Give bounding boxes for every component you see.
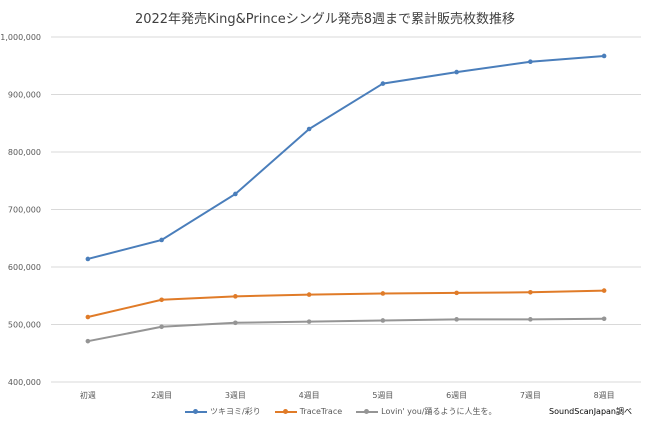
data-point [233,294,238,299]
data-point [454,69,459,75]
x-tick-label: 初週 [80,390,96,400]
data-point [159,237,164,243]
legend-item: ツキヨミ/彩り [185,406,261,417]
data-point [380,81,386,86]
x-tick-label: 3週目 [225,391,246,400]
y-tick-label: 1,000,000 [0,33,41,42]
data-point [601,288,607,293]
data-point [306,292,312,297]
series-line [87,317,605,343]
source-note: SoundScanJapan調べ [549,407,632,416]
data-point [159,297,164,303]
data-point [528,290,533,295]
legend-label: Lovin' you/踊るように人生を。 [381,407,497,416]
data-point [85,256,91,262]
data-point [233,320,238,326]
legend-item: TraceTrace [274,407,343,416]
x-tick-label: 7週目 [520,391,541,400]
legend-swatch [185,408,207,414]
legend-swatch [356,408,379,414]
y-tick-label: 500,000 [8,321,41,330]
x-tick-label: 8週目 [594,391,615,400]
data-point [306,126,312,132]
data-point [306,319,312,324]
y-tick-label: 700,000 [8,206,41,215]
x-tick-label: 4週目 [299,391,320,400]
data-point [454,317,459,322]
data-point [380,318,386,323]
legend-item: Lovin' you/踊るように人生を。 [356,406,497,417]
y-tick-label: 400,000 [8,378,41,387]
x-tick-label: 6週目 [446,391,467,400]
data-point [159,324,164,330]
data-point [528,59,533,65]
legend-swatch [274,408,297,414]
x-tick-label: 2週目 [151,391,172,400]
legend: ツキヨミ/彩り TraceTrace Lovin' you/踊るように人生を。 [185,406,497,417]
legend-label: TraceTrace [299,407,343,416]
data-point [454,290,459,296]
data-point [380,291,386,296]
x-tick-label: 5週目 [372,391,393,400]
data-point [85,314,91,320]
data-point [601,316,607,322]
data-point [85,338,91,344]
y-tick-label: 900,000 [8,91,41,100]
series-line [87,54,605,260]
y-tick-label: 600,000 [8,263,41,272]
y-tick-label: 800,000 [8,148,41,157]
data-point [528,317,533,322]
data-point [233,191,238,197]
data-point [601,53,607,59]
legend-label: ツキヨミ/彩り [210,407,261,416]
series-line [87,289,605,318]
chart-title: 2022年発売King&Princeシングル発売8週まで累計販売枚数推移 [134,12,516,27]
